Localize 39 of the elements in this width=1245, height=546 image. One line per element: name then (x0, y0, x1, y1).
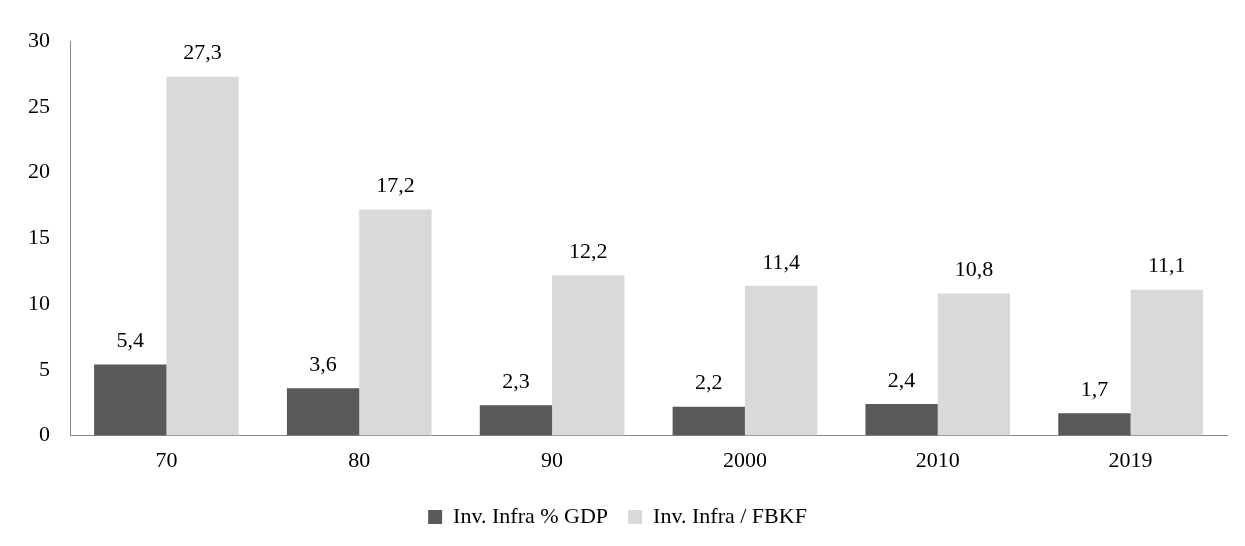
y-tick-label: 30 (28, 26, 50, 52)
x-tick-label: 2000 (722, 446, 767, 472)
data-label: 17,2 (376, 172, 415, 198)
data-label: 2,3 (502, 368, 530, 394)
bar (865, 404, 938, 436)
bar (1130, 289, 1203, 436)
bar (552, 275, 625, 436)
data-label: 11,4 (762, 248, 800, 274)
legend-label: Inv. Infra % GDP (453, 502, 609, 528)
bar (1058, 413, 1131, 436)
data-label: 12,2 (568, 237, 608, 263)
y-tick-label: 5 (39, 355, 50, 381)
y-tick-label: 25 (28, 92, 50, 118)
bar (359, 209, 432, 436)
bar (672, 406, 745, 436)
y-tick-label: 20 (28, 158, 50, 184)
bar (166, 76, 239, 436)
bar (744, 285, 818, 436)
data-label: 10,8 (954, 256, 994, 282)
bar (286, 388, 360, 436)
data-label: 2,2 (695, 369, 723, 395)
x-tick-label: 80 (348, 446, 371, 472)
data-label: 2,4 (887, 366, 916, 392)
x-tick-label: 70 (155, 446, 178, 472)
data-label: 3,6 (309, 351, 337, 377)
y-tick-label: 15 (28, 224, 50, 250)
data-label: 1,7 (1080, 376, 1109, 402)
x-tick-label: 2019 (1108, 446, 1153, 472)
x-tick-label: 90 (541, 446, 564, 472)
bar (479, 405, 553, 436)
data-label: 11,1 (1147, 252, 1186, 278)
data-label: 27,3 (183, 39, 222, 65)
legend-label: Inv. Infra / FBKF (653, 502, 807, 528)
x-tick-label: 2010 (915, 446, 960, 472)
y-tick-label: 10 (28, 289, 50, 315)
bar (94, 364, 167, 436)
data-label: 5,4 (116, 327, 145, 353)
bar (937, 293, 1011, 436)
y-tick-label: 0 (39, 421, 50, 447)
